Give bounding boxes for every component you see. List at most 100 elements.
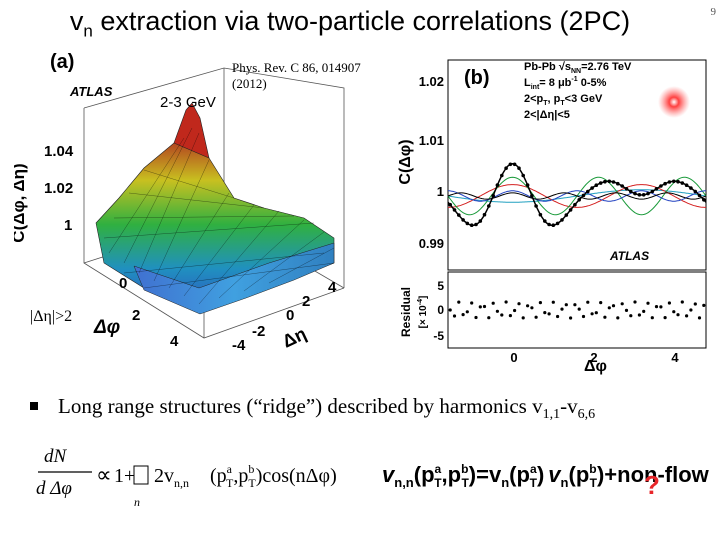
svg-text:∝: ∝ bbox=[96, 462, 112, 487]
data-point bbox=[573, 202, 577, 207]
residual-point bbox=[689, 308, 693, 312]
x-tick: 4 bbox=[671, 350, 679, 365]
data-point bbox=[594, 183, 599, 187]
data-point bbox=[693, 189, 698, 194]
data-point bbox=[654, 187, 659, 191]
data-point bbox=[581, 193, 586, 198]
data-point bbox=[530, 193, 534, 198]
residual-tick: 0 bbox=[437, 303, 444, 317]
residual-point bbox=[569, 316, 573, 320]
figure-a-surface-plot: (a) ATLAS C(Δφ, Δη) 1.04 1.02 1 0 2 4 Δφ… bbox=[14, 51, 345, 354]
residual-point bbox=[487, 316, 491, 320]
slide-title: vn extraction via two-particle correlati… bbox=[69, 6, 631, 41]
residual-point bbox=[482, 304, 487, 309]
residual-point bbox=[680, 300, 684, 304]
data-point bbox=[457, 213, 461, 217]
residual-point bbox=[556, 314, 560, 319]
z-tick: 1.02 bbox=[44, 180, 73, 197]
svg-text:Lint= 8 μb-1 0-5%: Lint= 8 μb-1 0-5% bbox=[524, 76, 607, 91]
svg-text:Pb-Pb √sNN=2.76 TeV: Pb-Pb √sNN=2.76 TeV bbox=[524, 61, 632, 75]
residual-point bbox=[667, 301, 671, 305]
deta-tick: 2 bbox=[302, 293, 310, 310]
residual-point bbox=[697, 316, 702, 320]
data-point bbox=[629, 189, 633, 194]
data-point bbox=[487, 204, 491, 208]
residual-point bbox=[474, 315, 478, 320]
residual-point bbox=[611, 304, 616, 308]
data-point bbox=[538, 212, 543, 217]
data-point bbox=[508, 162, 513, 167]
x-tick: 0 bbox=[510, 350, 517, 365]
residual-point bbox=[573, 303, 577, 307]
residual-point bbox=[594, 311, 598, 315]
data-point bbox=[667, 180, 672, 184]
legend: Pb-Pb √sNN=2.76 TeV Lint= 8 μb-1 0-5% 2<… bbox=[524, 61, 632, 121]
deta-tick: 0 bbox=[286, 307, 294, 324]
data-point bbox=[564, 213, 569, 217]
z-tick: 1.04 bbox=[44, 143, 74, 160]
data-point bbox=[663, 181, 667, 186]
dphi-ticks: 0 2 4 bbox=[119, 275, 179, 350]
residual-point bbox=[616, 316, 620, 320]
data-point bbox=[543, 219, 547, 223]
data-point bbox=[603, 179, 607, 184]
svg-text:(paT,pbT)cos(nΔφ): (pa T,pb T)cos(nΔφ) bbox=[210, 462, 337, 490]
y-tick: 0.99 bbox=[419, 236, 444, 251]
panel-a-label: (a) bbox=[50, 51, 74, 73]
panel-b-label: (b) bbox=[464, 67, 490, 89]
residual-tick: -5 bbox=[433, 329, 444, 343]
data-point bbox=[491, 193, 495, 198]
data-point bbox=[448, 202, 452, 207]
residual-point bbox=[620, 302, 624, 306]
z-tick: 1 bbox=[64, 217, 72, 234]
harmonic-curve bbox=[448, 184, 706, 208]
x-tick: 2 bbox=[590, 350, 597, 365]
svg-text:dN: dN bbox=[44, 446, 68, 467]
residual-point bbox=[534, 315, 538, 319]
residual-point bbox=[491, 301, 495, 305]
data-point bbox=[702, 198, 706, 202]
bullet-item: Long range structures (“ridge”) describe… bbox=[30, 394, 595, 423]
residual-point bbox=[521, 316, 525, 320]
z-ticks: 1.04 1.02 1 bbox=[44, 143, 74, 234]
residual-point bbox=[508, 314, 512, 318]
correlation-surface bbox=[95, 102, 335, 315]
data-point bbox=[534, 204, 538, 208]
residual-points bbox=[448, 300, 706, 320]
residual-point bbox=[547, 312, 551, 316]
residual-label: Residual bbox=[399, 287, 413, 337]
data-point bbox=[672, 179, 676, 184]
residual-point bbox=[676, 313, 680, 317]
residual-point bbox=[590, 312, 594, 316]
residual-point bbox=[504, 300, 508, 304]
dphi-tick: 4 bbox=[170, 333, 179, 350]
residual-point bbox=[693, 302, 697, 306]
data-point bbox=[568, 208, 573, 212]
y-tick: 1.02 bbox=[419, 74, 444, 89]
residual-point bbox=[478, 305, 482, 309]
residual-point bbox=[603, 315, 607, 319]
slide-number: 9 bbox=[710, 6, 717, 18]
data-point bbox=[577, 198, 581, 202]
residual-point bbox=[513, 308, 517, 313]
residual-point bbox=[642, 309, 646, 313]
deta-ticks: -4 -2 0 2 4 bbox=[232, 279, 337, 354]
residual-point bbox=[685, 314, 689, 318]
residual-point bbox=[581, 314, 586, 319]
data-point bbox=[500, 173, 504, 178]
flow-formula: dN d Δφ ∝ 1+ n 2vn,n (pa T,pb T)cos(nΔφ) v… bbox=[36, 446, 710, 509]
residual-point bbox=[452, 314, 457, 318]
harmonic-curves bbox=[447, 163, 707, 227]
svg-text:n: n bbox=[134, 495, 140, 509]
data-point bbox=[684, 183, 689, 187]
residual-point bbox=[633, 300, 637, 304]
data-points bbox=[448, 162, 706, 227]
atlas-logo-b: ATLAS bbox=[609, 249, 649, 263]
figure-b-correlation-plot: (b) Pb-Pb √sNN=2.76 TeV Lint= 8 μb-1 0-5… bbox=[397, 59, 707, 365]
data-point bbox=[637, 193, 642, 197]
y-tick: 1 bbox=[437, 184, 444, 199]
data-point bbox=[590, 186, 594, 190]
data-point bbox=[611, 180, 616, 184]
data-point bbox=[598, 181, 603, 185]
residual-point bbox=[637, 313, 641, 317]
